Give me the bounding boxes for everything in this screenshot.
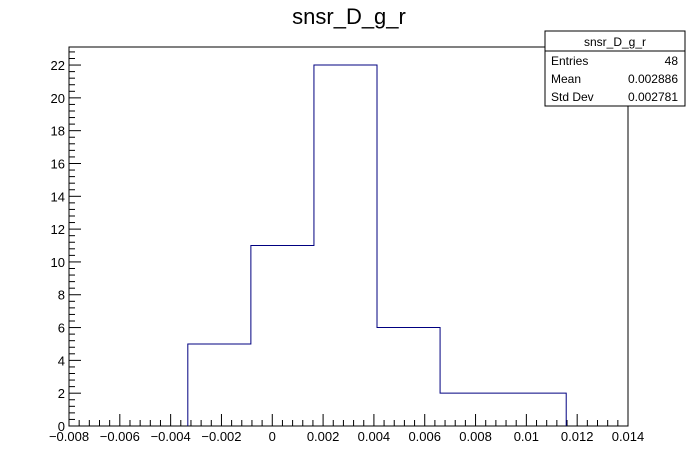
stats-mean-label: Mean — [551, 72, 581, 86]
x-tick-label: 0.004 — [358, 429, 391, 444]
x-tick-label: 0.012 — [561, 429, 594, 444]
plot-frame — [68, 46, 629, 427]
stats-entries-label: Entries — [551, 54, 588, 68]
y-tick-label: 20 — [51, 91, 65, 106]
y-tick-label: 2 — [58, 386, 65, 401]
x-tick-label: −0.004 — [151, 429, 191, 444]
y-tick-label: 18 — [51, 124, 65, 139]
x-tick-label: 0.01 — [514, 429, 539, 444]
x-tick-label: 0 — [269, 429, 276, 444]
stats-mean-value: 0.002886 — [628, 72, 678, 86]
stats-stddev-label: Std Dev — [551, 90, 594, 104]
x-tick-label: −0.008 — [49, 429, 89, 444]
stats-box-frame — [544, 30, 686, 107]
axes: −0.008 −0.006 −0.004 −0.002 0 0.002 0.004 0.006… — [49, 46, 645, 444]
y-tick-label: 12 — [51, 222, 65, 237]
stats-stddev-value: 0.002781 — [628, 90, 678, 104]
x-tick-label: 0.014 — [612, 429, 645, 444]
chart-title: snsr_D_g_r — [292, 4, 406, 29]
x-tick-label: 0.006 — [408, 429, 441, 444]
x-tick-label: 0.008 — [459, 429, 492, 444]
stats-entries-value: 48 — [665, 54, 679, 68]
y-tick-label: 4 — [58, 353, 65, 368]
x-tick-label: −0.002 — [201, 429, 241, 444]
stats-box: snsr_D_g_r Entries 48 Mean 0.002886 Std … — [544, 30, 686, 107]
y-tick-label: 6 — [58, 321, 65, 336]
y-tick-label: 16 — [51, 156, 65, 171]
x-tick-label: 0.002 — [307, 429, 340, 444]
y-tick-label: 22 — [51, 58, 65, 73]
y-tick-label: 0 — [58, 419, 65, 434]
y-tick-label: 10 — [51, 255, 65, 270]
y-tick-label: 8 — [58, 288, 65, 303]
stats-box-title: snsr_D_g_r — [584, 35, 646, 49]
x-tick-label: −0.006 — [100, 429, 140, 444]
y-tick-label: 14 — [51, 189, 65, 204]
histogram-line — [187, 64, 567, 426]
